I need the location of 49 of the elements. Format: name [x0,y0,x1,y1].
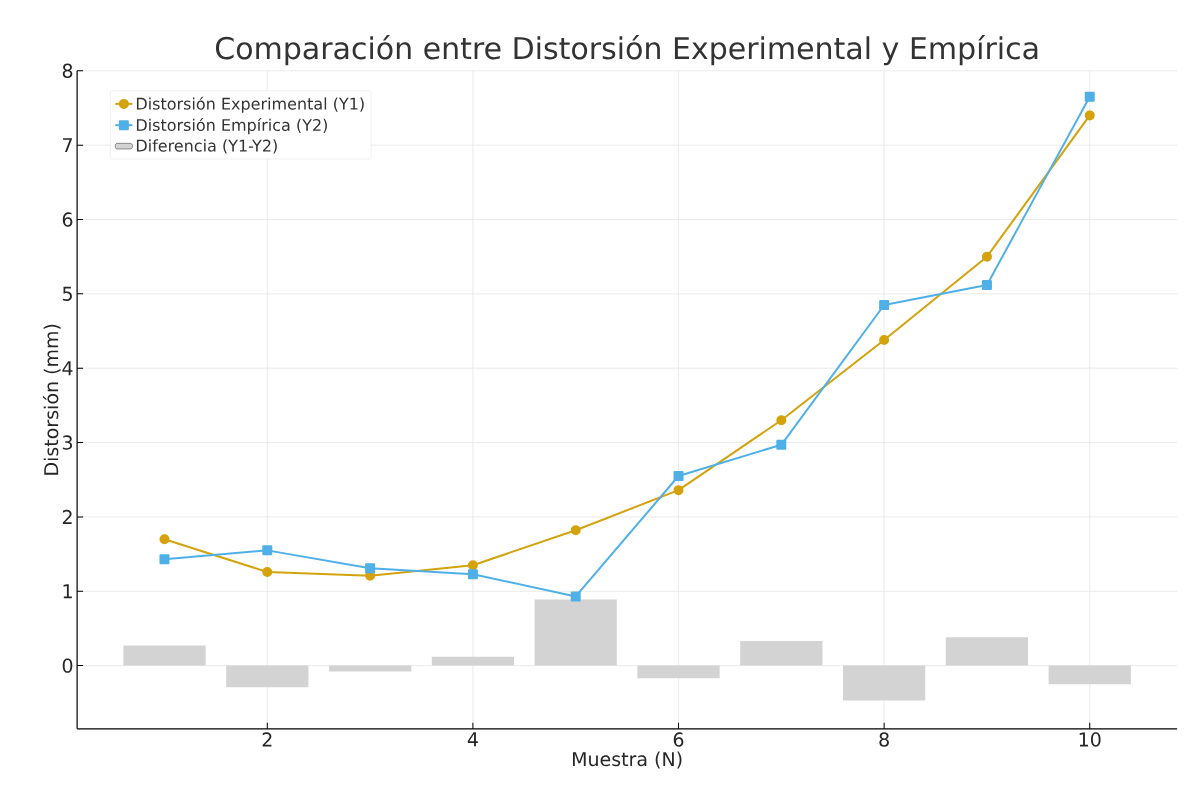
point [467,569,478,580]
y-tick-label: 7 [63,138,72,153]
x-tick-label: 4 [467,732,478,747]
point [879,300,890,310]
point [570,525,581,536]
point [1084,91,1095,102]
bar [740,641,823,666]
legend-label: Distorsión Experimental (Y1) [136,96,364,113]
bar [431,656,515,666]
bar [1048,665,1131,685]
y-tick-label: 8 [62,63,73,78]
point [262,566,273,577]
bar [226,665,309,688]
point [467,560,478,571]
point [981,251,992,262]
bar [534,599,617,666]
y-tick-label: 3 [62,435,73,450]
bar [123,645,206,666]
bar [637,665,720,679]
y-tick-label: 0 [62,658,73,673]
chart-title: Comparación entre Distorsión Experimental y Empírica [215,35,1038,66]
y-tick-label: 2 [62,509,72,524]
point [1084,110,1095,121]
x-tick-label: 8 [879,732,889,747]
point [365,563,376,574]
point [776,415,787,426]
bar [843,665,926,701]
point [981,279,992,290]
x-tick-label: 2 [262,732,272,747]
bar [945,637,1029,666]
y-tick-label: 4 [62,361,73,376]
y-axis-title: Distorsión (mm) [42,324,61,475]
y-tick-label: 6 [62,212,73,227]
bar [328,665,412,672]
point [776,439,787,450]
legend-label: Distorsión Empírica (Y2) [136,118,327,135]
point [262,545,273,556]
x-tick-label: 10 [1079,732,1101,747]
y-tick-label: 5 [62,286,72,301]
point [879,334,890,345]
point [570,591,581,602]
x-axis-title: Muestra (N) [572,751,682,769]
legend-label: Diferencia (Y1-Y2) [136,139,277,154]
point [159,534,170,545]
point [673,471,684,482]
y-tick-label: 1 [63,584,72,599]
point [159,554,170,565]
x-tick-label: 6 [673,732,684,747]
point [673,485,684,496]
